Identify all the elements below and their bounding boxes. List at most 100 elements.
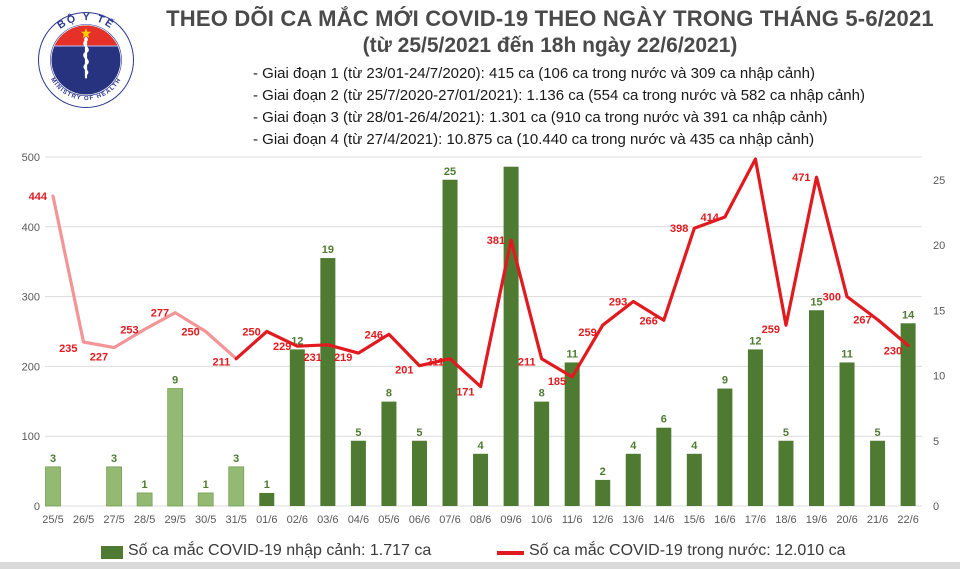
logo-snake-icon [83, 40, 89, 76]
ministry-of-health-logo: BỘ Y TẾ MINISTRY OF HEALTH [38, 11, 134, 108]
x-axis-label: 06/6 [409, 514, 430, 526]
bar [839, 362, 855, 506]
legend-bar-label: Số ca mắc COVID-19 nhập cảnh: 1.717 ca [128, 542, 432, 559]
x-axis-label: 02/6 [287, 514, 308, 526]
bar-value-label: 9 [722, 375, 728, 387]
x-axis-label: 04/6 [348, 514, 369, 526]
x-axis-label: 21/6 [867, 514, 888, 526]
bar-value-label: 11 [841, 348, 853, 360]
bar [228, 466, 245, 507]
x-axis-label: 12/6 [592, 514, 613, 526]
line-value-label: 229 [273, 341, 291, 353]
line-value-label: 201 [395, 365, 413, 377]
line-value-label: 253 [120, 324, 138, 336]
bar-value-label: 3 [111, 453, 117, 465]
y-axis-left-tick: 300 [22, 292, 40, 304]
cases-line-may [51, 194, 238, 361]
bar-value-label: 15 [810, 296, 822, 308]
y-axis-right-tick: 5 [933, 436, 939, 448]
y-axis-left-tick: 500 [22, 152, 40, 164]
line-value-label: 171 [456, 387, 474, 399]
bar-value-label: 8 [539, 388, 545, 400]
bar [717, 388, 733, 506]
x-axis-label: 30/5 [195, 514, 216, 526]
bar [503, 166, 519, 506]
bar-value-label: 5 [783, 427, 789, 439]
line-value-label: 230 [884, 345, 902, 357]
y-axis-left-tick: 100 [22, 431, 40, 443]
bar-value-label: 4 [691, 440, 698, 452]
line-value-label: 444 [29, 191, 48, 203]
page-subtitle: (từ 25/5/2021 đến 18h ngày 22/6/2021) [362, 34, 738, 57]
x-axis-label: 26/5 [73, 514, 94, 526]
page-title: THEO DÕI CA MẮC MỚI COVID-19 THEO NGÀY T… [166, 6, 934, 31]
bar-value-label: 5 [416, 427, 422, 439]
line-value-label: 293 [609, 296, 627, 308]
line-value-label: 381 [487, 235, 505, 247]
legend-bar-swatch [101, 546, 123, 559]
x-axis-label: 15/6 [684, 514, 705, 526]
bar [320, 258, 336, 506]
bar-value-label: 4 [630, 440, 637, 452]
y-axis-left-tick: 0 [34, 501, 40, 513]
bar-value-label: 11 [566, 348, 578, 360]
line-value-label: 398 [670, 223, 688, 235]
y-axis-right-tick: 0 [933, 501, 939, 513]
x-axis-label: 18/6 [775, 514, 796, 526]
bar-value-label: 3 [233, 453, 239, 465]
line-value-label: 219 [334, 352, 352, 364]
line-value-label: 227 [90, 352, 108, 364]
bar [534, 401, 550, 506]
y-axis-right-tick: 10 [933, 371, 945, 383]
bar [381, 401, 397, 506]
line-value-label: 471 [792, 172, 810, 184]
x-axis-label: 14/6 [653, 514, 674, 526]
x-axis-label: 22/6 [897, 514, 918, 526]
x-axis-label: 08/6 [470, 514, 491, 526]
line-value-label: 211 [426, 357, 444, 369]
x-axis-label: 05/6 [378, 514, 399, 526]
bar [411, 440, 427, 506]
x-axis-label: 10/6 [531, 514, 552, 526]
bar-value-label: 8 [386, 388, 392, 400]
y-axis-right-tick: 20 [933, 240, 945, 252]
phase-4-line: - Giai đoạn 4 (từ 27/4/2021): 10.875 ca … [253, 131, 815, 148]
x-axis-label: 25/5 [42, 514, 63, 526]
bar-value-label: 5 [875, 427, 881, 439]
x-axis-label: 19/6 [806, 514, 827, 526]
x-axis-label: 09/6 [500, 514, 521, 526]
bar [473, 453, 489, 506]
logo-disc [51, 25, 121, 95]
bar-value-label: 5 [355, 427, 361, 439]
legend-line-label: Số ca mắc COVID-19 trong nước: 12.010 ca [529, 542, 846, 559]
line-value-label: 259 [762, 324, 780, 336]
bar [442, 179, 458, 506]
line-value-label: 235 [59, 343, 77, 355]
bar [656, 427, 672, 506]
bottom-edge [0, 562, 960, 569]
bar [686, 453, 702, 506]
bar-value-label: 1 [264, 479, 270, 491]
x-axis-label: 27/5 [103, 514, 124, 526]
bar [45, 466, 61, 507]
line-value-label: 277 [151, 308, 169, 320]
x-axis-label: 16/6 [714, 514, 735, 526]
x-axis-label: 20/6 [836, 514, 857, 526]
bar-value-label: 2 [600, 466, 606, 478]
x-axis-label: 13/6 [623, 514, 644, 526]
phase-1-line: - Giai đoạn 1 (từ 23/01-24/7/2020): 415 … [253, 65, 815, 82]
line-value-label: 211 [212, 357, 230, 369]
bar [900, 323, 916, 506]
cases-line-june [234, 157, 910, 389]
bar-value-label: 6 [661, 414, 667, 426]
bar [106, 466, 122, 507]
phase-summary: - Giai đoạn 1 (từ 23/01-24/7/2020): 415 … [253, 63, 865, 151]
bar [136, 492, 153, 507]
y-axis-right-tick: 25 [933, 175, 945, 187]
bar [197, 492, 214, 507]
logo-inner-ring [50, 24, 122, 96]
bar-value-label: 3 [50, 453, 56, 465]
bar-value-label: 4 [477, 440, 484, 452]
x-axis-label: 17/6 [745, 514, 766, 526]
